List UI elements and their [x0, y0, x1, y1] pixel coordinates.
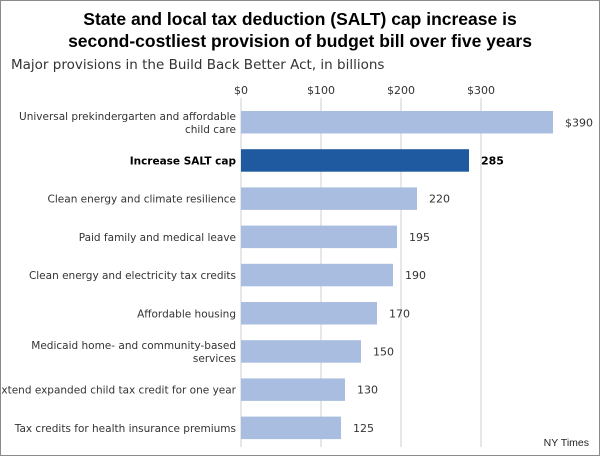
- x-tick-label: $0: [234, 84, 248, 97]
- value-label: 285: [481, 154, 504, 167]
- x-tick-label: $200: [387, 84, 415, 97]
- category-label: Universal prekindergarten and affordable: [19, 111, 236, 123]
- category-label: Clean energy and electricity tax credits: [29, 270, 236, 282]
- value-label: 220: [429, 193, 450, 206]
- x-tick-label: $100: [307, 84, 335, 97]
- bar: [241, 187, 417, 210]
- x-tick-label: $300: [467, 84, 495, 97]
- value-label: 130: [357, 384, 378, 397]
- bar: [241, 225, 397, 249]
- source-credit: NY Times: [543, 437, 589, 449]
- value-label: 125: [353, 422, 374, 435]
- chart-subtitle: Major provisions in the Build Back Bette…: [11, 57, 385, 73]
- bar: [241, 340, 361, 363]
- bar: [241, 111, 553, 134]
- category-label: Extend expanded child tax credit for one…: [1, 385, 237, 397]
- value-label: 190: [405, 269, 426, 282]
- value-label: 170: [389, 307, 410, 320]
- category-label: services: [193, 353, 236, 365]
- category-label: child care: [185, 124, 236, 136]
- category-label: Tax credits for health insurance premium…: [14, 423, 236, 435]
- value-label: 150: [373, 345, 394, 358]
- category-label: Affordable housing: [137, 308, 236, 320]
- bar: [241, 416, 341, 440]
- chart-title-line-1: State and local tax deduction (SALT) cap…: [83, 9, 517, 29]
- category-label: Paid family and medical leave: [79, 232, 236, 244]
- chart-title-line-2: second-costliest provision of budget bil…: [68, 31, 532, 51]
- bar: [241, 378, 345, 401]
- bar: [241, 302, 377, 325]
- bar-highlight: [241, 149, 469, 172]
- category-label: Increase SALT cap: [130, 155, 237, 167]
- category-label: Clean energy and climate resilience: [48, 194, 236, 206]
- value-label: 195: [409, 231, 430, 244]
- chart-title: State and local tax deduction (SALT) cap…: [1, 8, 599, 52]
- category-label: Medicaid home- and community-based: [31, 340, 236, 352]
- value-label: $390: [565, 116, 593, 129]
- bar: [241, 263, 393, 287]
